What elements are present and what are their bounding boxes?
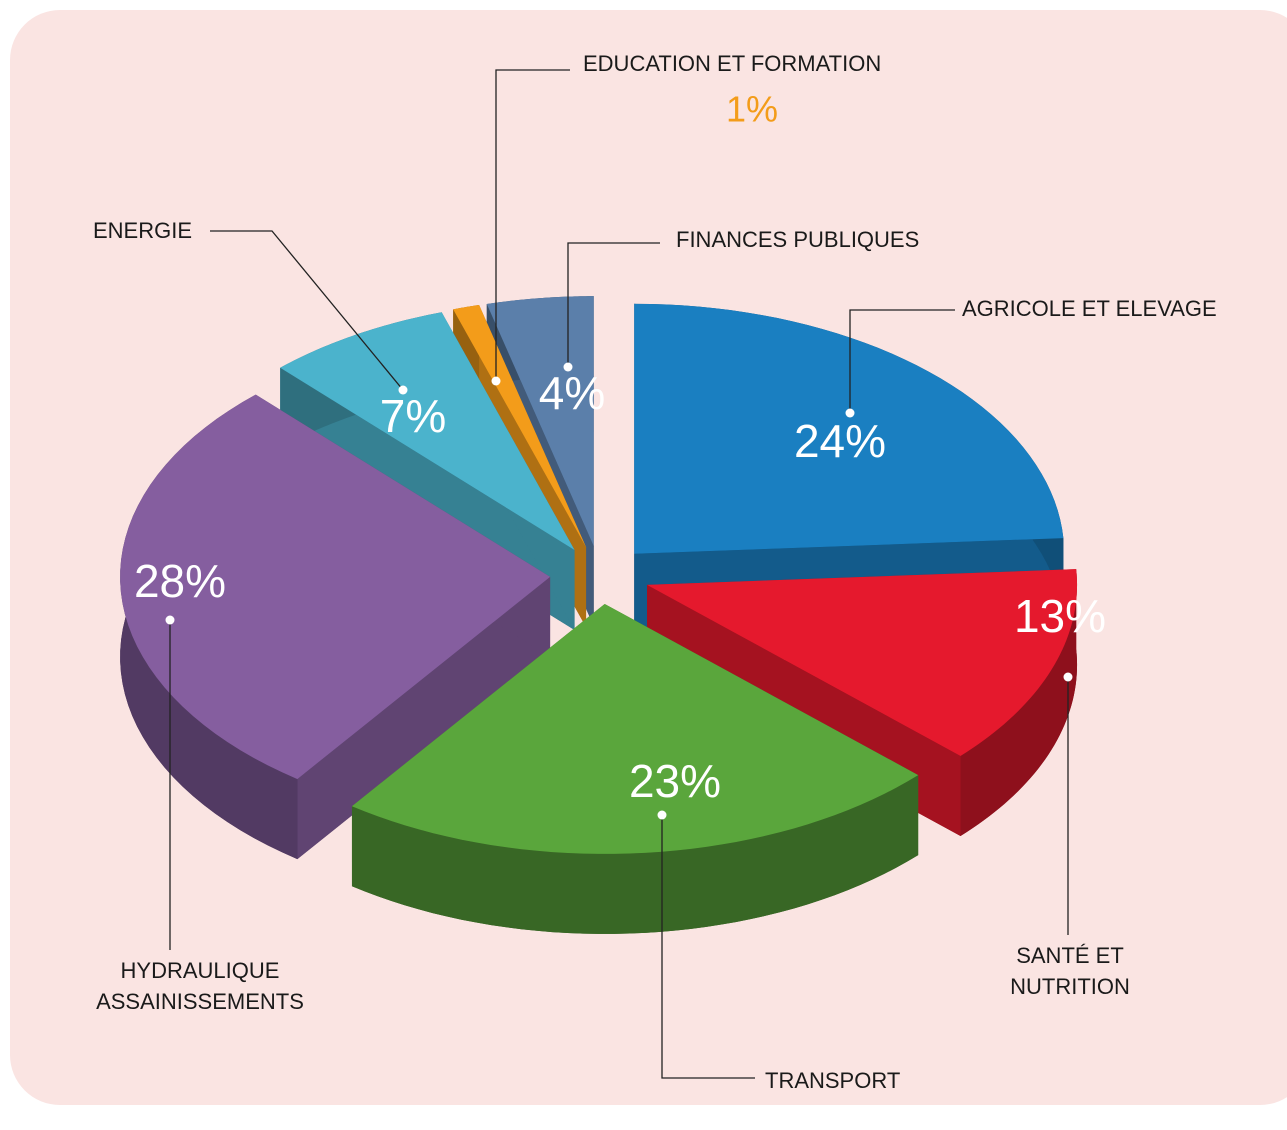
category-label: TRANSPORT	[765, 1068, 901, 1093]
leader-dot	[165, 615, 175, 625]
category-label: HYDRAULIQUE ASSAINISSEMENTS	[96, 958, 304, 1014]
category-label: SANTÉ ET NUTRITION	[1010, 943, 1130, 999]
category-label: ENERGIE	[92, 218, 192, 243]
leader-line	[849, 309, 955, 413]
value-label: 23%	[629, 755, 721, 807]
pie	[120, 296, 1078, 934]
leader-dot	[491, 376, 501, 386]
leader-dot	[1063, 672, 1073, 682]
slice	[120, 394, 551, 780]
slice-side	[351, 775, 919, 934]
leader-dot	[398, 385, 408, 395]
slice	[280, 312, 575, 550]
leader-line	[567, 242, 660, 367]
value-label: 4%	[539, 367, 605, 419]
leader-line	[661, 815, 755, 1079]
value-label: 1%	[726, 89, 778, 130]
leader-dot	[657, 810, 667, 820]
leader-dot	[563, 362, 573, 372]
leader-dot	[845, 408, 855, 418]
category-label: FINANCES PUBLIQUES	[676, 227, 920, 252]
value-label: 7%	[380, 390, 446, 442]
slice	[351, 603, 919, 854]
slice	[120, 394, 551, 860]
slice	[647, 569, 1078, 756]
slice-side	[960, 569, 1078, 836]
slice	[634, 303, 1064, 554]
leader-line	[495, 69, 570, 381]
value-label: 13%	[1014, 590, 1106, 642]
slice	[453, 304, 587, 548]
slice	[486, 296, 594, 547]
slice-side	[297, 576, 551, 860]
slice	[351, 603, 919, 934]
value-label: 28%	[134, 555, 226, 607]
category-label: EDUCATION ET FORMATION	[583, 51, 882, 76]
category-label: AGRICOLE ET ELEVAGE	[962, 296, 1217, 321]
value-label: 24%	[794, 415, 886, 467]
leader-line	[210, 230, 404, 391]
